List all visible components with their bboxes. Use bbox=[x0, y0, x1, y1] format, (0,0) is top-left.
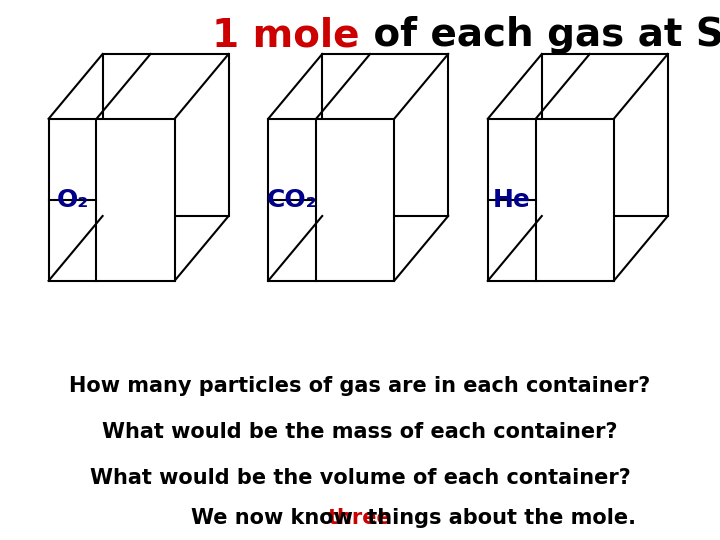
Polygon shape bbox=[269, 119, 395, 281]
Text: He: He bbox=[492, 188, 531, 212]
Text: What would be the volume of each container?: What would be the volume of each contain… bbox=[89, 468, 631, 488]
Polygon shape bbox=[49, 119, 174, 281]
Polygon shape bbox=[488, 119, 614, 281]
Text: 1 mole: 1 mole bbox=[212, 16, 360, 54]
Text: How many particles of gas are in each container?: How many particles of gas are in each co… bbox=[69, 376, 651, 396]
Text: What would be the mass of each container?: What would be the mass of each container… bbox=[102, 422, 618, 442]
Text: of each gas at STP: of each gas at STP bbox=[360, 16, 720, 54]
Text: We now know: We now know bbox=[191, 508, 360, 529]
Text: O₂: O₂ bbox=[56, 188, 89, 212]
Text: three: three bbox=[328, 508, 392, 529]
Text: things about the mole.: things about the mole. bbox=[360, 508, 636, 529]
Text: CO₂: CO₂ bbox=[267, 188, 318, 212]
